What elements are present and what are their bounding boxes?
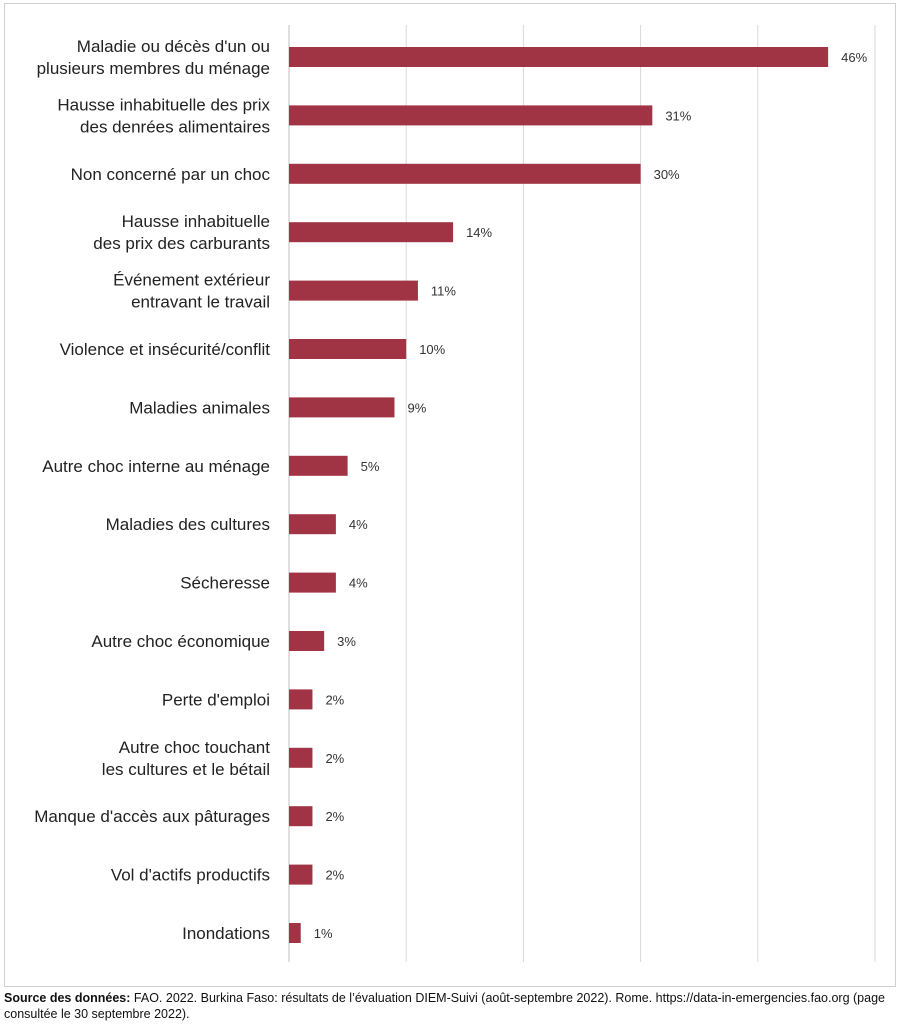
value-label: 2% [325,809,344,824]
value-label: 2% [325,692,344,707]
bar [289,163,641,184]
bar [289,572,336,593]
value-label: 9% [407,400,426,415]
value-label: 3% [337,634,356,649]
bar [289,47,829,67]
bar [289,631,325,651]
category-label: Perte d'emploi [162,690,270,709]
source-label: Source des données: [4,991,131,1005]
category-label: des denrées alimentaires [80,117,270,136]
category-label: les cultures et le bétail [102,760,270,779]
category-label: Sécheresse [180,574,270,593]
bar [289,864,313,885]
category-label: Vol d'actifs productifs [111,866,270,885]
category-label: des prix des carburants [93,234,270,253]
bar [289,222,454,243]
source-text: FAO. 2022. Burkina Faso: résultats de l’… [4,991,885,1021]
value-label: 10% [419,342,445,357]
category-label: Événement extérieur [113,271,270,290]
value-label: 14% [466,225,492,240]
value-label: 46% [841,50,867,65]
category-label: Maladies animales [129,398,270,417]
value-label: 30% [654,167,680,182]
bar [289,280,418,301]
value-label: 4% [349,576,368,591]
value-label: 2% [325,868,344,883]
bar [289,105,653,126]
bar [289,455,348,476]
bar [289,806,313,827]
value-label: 2% [325,751,344,766]
category-label: Inondations [182,924,270,943]
category-label: Maladie ou décès d'un ou [77,37,270,56]
category-label: entravant le travail [131,293,270,312]
category-label: Autre choc interne au ménage [42,457,270,476]
category-label: Autre choc touchant [119,738,270,757]
bar [289,747,313,768]
category-label: Hausse inhabituelle des prix [57,95,270,114]
category-label: Hausse inhabituelle [122,212,270,231]
value-label: 1% [314,926,333,941]
value-label: 4% [349,517,368,532]
bar [289,689,313,710]
bar [289,339,407,359]
bar [289,397,395,418]
bar-chart: 46% Maladie ou décès d'un ou plusieurs mem… [34,25,876,962]
source-note: Source des données: FAO. 2022. Burkina F… [4,990,896,1022]
category-label: Autre choc économique [91,632,270,651]
category-label: Maladies des cultures [106,515,270,534]
value-label: 31% [665,108,691,123]
category-label: Violence et insécurité/conflit [60,340,271,359]
category-label: Non concerné par un choc [71,165,271,184]
category-label: Manque d'accès aux pâturages [34,807,270,826]
bar [289,514,336,535]
value-label: 11% [431,284,456,299]
category-label: plusieurs membres du ménage [37,59,270,78]
chart-frame [4,3,896,987]
value-label: 5% [361,459,380,474]
bar [289,923,301,943]
